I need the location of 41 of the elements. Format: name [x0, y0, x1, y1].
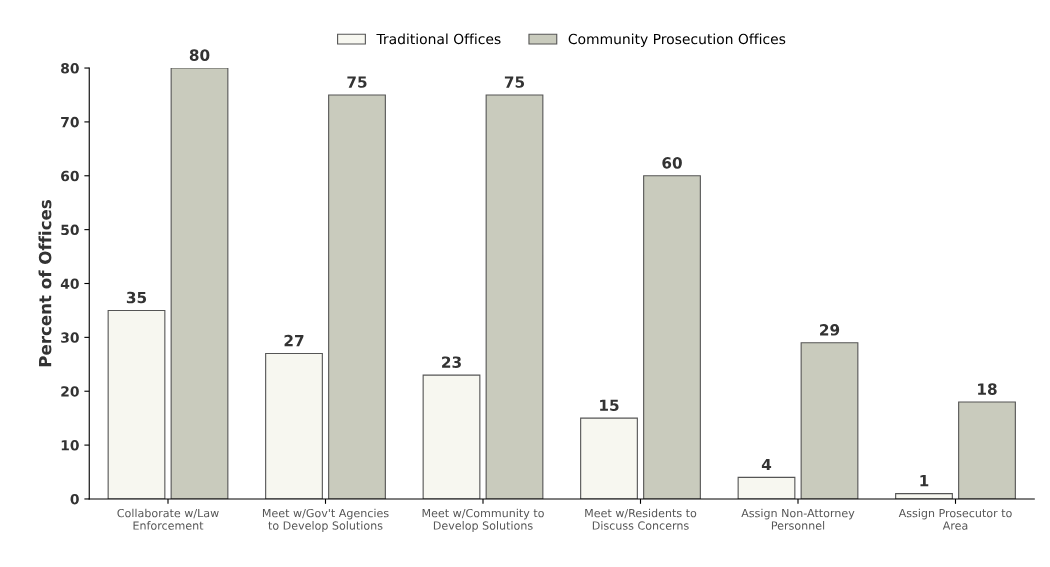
bar: [958, 401, 1016, 499]
y-tick-label: 40: [60, 278, 79, 289]
y-tick-label: 20: [61, 386, 79, 397]
data-label: 1: [920, 475, 929, 487]
bar: [422, 374, 481, 499]
bar: [107, 309, 166, 499]
bar: [580, 417, 638, 499]
bar: [328, 94, 386, 499]
data-label: 60: [662, 157, 682, 169]
bar: [737, 476, 796, 499]
bar: [485, 94, 544, 499]
data-label: 18: [978, 383, 997, 395]
y-tick-label: 10: [61, 440, 79, 451]
data-label: 15: [600, 399, 619, 412]
data-label: 75: [504, 76, 525, 88]
x-tick-label: Assign Non-Attorney Personnel: [741, 508, 855, 530]
legend-label: Community Prosecution Offices: [568, 33, 786, 47]
x-tick-label: Assign Prosecutor to Area: [898, 508, 1012, 530]
bar: [643, 175, 701, 499]
x-tick-label: Meet w/Residents to Discuss Concerns: [585, 508, 697, 530]
data-label: 29: [820, 324, 840, 336]
y-tick-label: 0: [70, 493, 79, 505]
data-label: 75: [347, 76, 367, 88]
y-tick-label: 70: [61, 116, 79, 128]
y-tick-label: 30: [61, 332, 79, 343]
bar: [800, 342, 859, 499]
x-tick-label: Meet w/Community to Develop Solutions: [422, 508, 544, 532]
x-tick-label: Collaborate w/Law Enforcement: [117, 508, 219, 530]
legend-label: Traditional Offices: [376, 33, 501, 45]
y-tick-label: 80: [61, 63, 79, 74]
y-axis-title: Percent of Offices: [38, 200, 52, 367]
data-label: 4: [761, 458, 772, 471]
data-label: 27: [284, 334, 304, 347]
data-label: 35: [126, 291, 147, 304]
y-tick-label: 60: [61, 170, 79, 182]
data-label: 23: [442, 356, 461, 368]
y-tick-label: 50: [61, 224, 79, 236]
data-label: 80: [189, 49, 210, 61]
bar: [265, 352, 323, 499]
x-tick-label: Meet w/Gov't Agencies to Develop Solutions: [262, 508, 389, 532]
bar: [170, 68, 229, 499]
